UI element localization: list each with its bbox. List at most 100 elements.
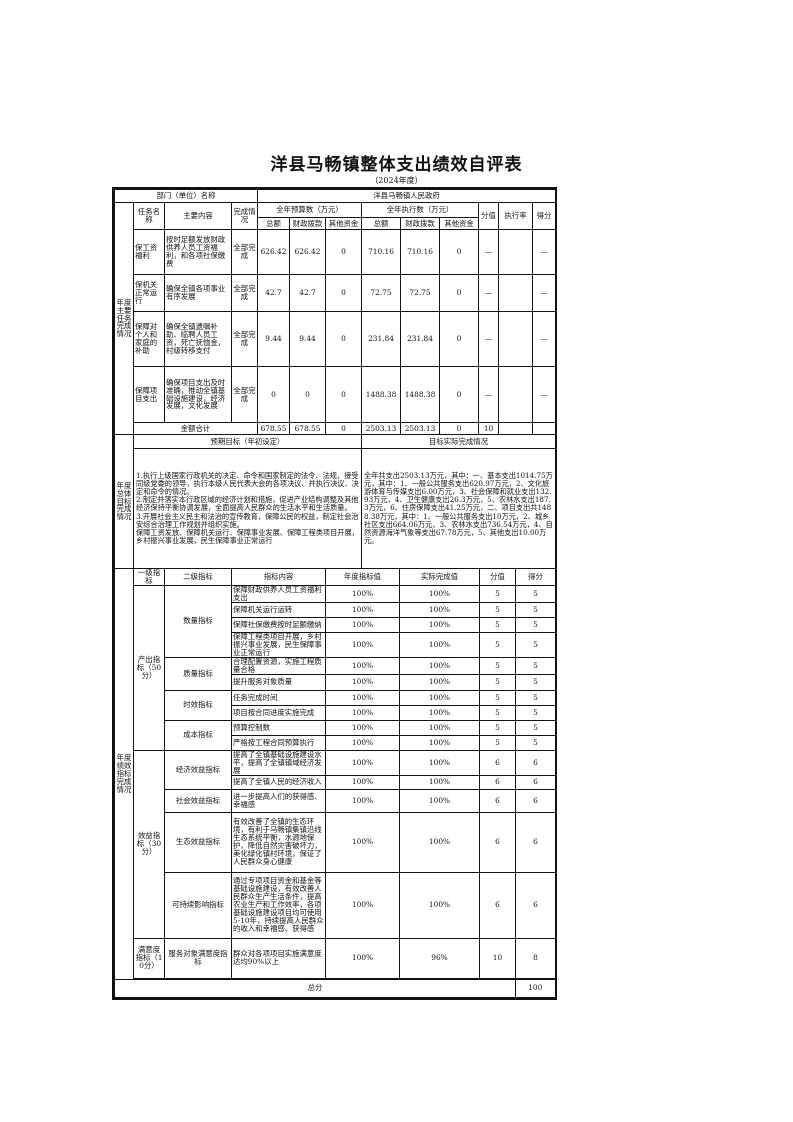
task-content: 确保全镇遗嘱补助、临聘人员工资，死亡抚恤金，村级转移支付 [164, 311, 232, 367]
exec-other: 0 [439, 274, 480, 312]
level2-social: 社会效益指标 [164, 788, 232, 813]
task-name: 保障对个人和家庭的补助 [133, 311, 165, 367]
actual: 100% [399, 788, 480, 813]
level2-service: 服务对象满意度指标 [164, 937, 232, 979]
exec-total: 231.84 [361, 311, 402, 367]
col-budget-fiscal: 财政拨款 [289, 217, 327, 230]
expected-text: 1.执行上级国家行政机关的决定、命令和国家制定的法令、法规，接受同级党委的领导，… [133, 448, 362, 569]
col-score: 得分 [515, 568, 556, 586]
task-name: 保障项目支出 [133, 366, 165, 423]
indicator-content: 提高了全镇人民的经济收入 [231, 774, 326, 790]
exec-other: 0 [439, 366, 480, 423]
score-value: 6 [479, 871, 516, 939]
target: 100% [325, 749, 400, 776]
indicator-content: 保障社保缴费按时足额缴纳 [231, 616, 326, 633]
budget-total: 678.55 [257, 422, 291, 435]
actual: 100% [399, 673, 480, 691]
target: 100% [325, 631, 400, 658]
score-value: — [478, 229, 500, 275]
budget-fiscal: 42.7 [289, 274, 327, 312]
actual: 100% [399, 616, 480, 633]
exec-total: 1488.38 [361, 366, 402, 423]
col-actual: 实际完成值 [399, 568, 480, 586]
budget-fiscal: 0 [289, 366, 327, 423]
indicator-row: 保障工程类项目开展，乡村振兴事业发展，民生保障事业正常运行 100% 100% 5 5 [115, 631, 556, 658]
actual: 96% [399, 937, 480, 979]
exec-total: 72.75 [361, 274, 402, 312]
score-value: 5 [479, 584, 516, 603]
score-value: 5 [479, 631, 516, 658]
score-value: 6 [479, 811, 516, 873]
score-value: 5 [479, 673, 516, 691]
budget-other: 0 [325, 366, 363, 423]
score: 6 [515, 774, 556, 790]
budget-other: 0 [325, 229, 363, 275]
actual: 100% [399, 656, 480, 675]
col-target: 年度指标值 [325, 568, 400, 586]
exec-total: 710.16 [361, 229, 402, 275]
budget-total: 42.7 [257, 274, 291, 312]
page-title: 洋县马畅镇整体支出绩效自评表 [270, 155, 523, 175]
actual: 100% [399, 871, 480, 939]
task-content: 确保项目支出及时准确，推动全镇基础设施建设，经济发展，文化发展 [164, 366, 232, 423]
score-value: — [478, 274, 500, 312]
actual: 100% [399, 631, 480, 658]
exec-rate [498, 422, 534, 435]
col-level2: 二级指标 [164, 568, 232, 586]
grand-total-label: 总分 [114, 978, 516, 998]
indicator-content: 保障机关运行运转 [231, 601, 326, 618]
exec-rate [498, 311, 534, 367]
indicator-content: 合理配置资源，实施工程质量合格 [231, 656, 326, 675]
task-status: 全部完成 [230, 274, 259, 312]
exec-fiscal: 231.84 [400, 311, 441, 367]
col-score-value: 分值 [479, 568, 516, 586]
actual: 100% [399, 749, 480, 776]
report-year: （2024年度） [370, 176, 423, 185]
score: 6 [515, 811, 556, 873]
budget-fiscal: 678.55 [289, 422, 327, 435]
score: 5 [515, 734, 556, 751]
level1-satisfaction: 满意度指标（10分） [133, 937, 165, 979]
score: — [532, 229, 557, 275]
dept-label: 部门（单位）名称 [113, 189, 259, 203]
level2-economic: 经济效益指标 [164, 749, 232, 790]
score: 5 [515, 656, 556, 675]
target: 100% [325, 774, 400, 790]
col-exec-fiscal: 财政拨款 [400, 217, 441, 230]
col-budget-other: 其他资金 [325, 217, 363, 230]
task-status: 全部完成 [230, 229, 259, 275]
col-exec-rate: 执行率 [498, 202, 534, 230]
target: 100% [325, 584, 400, 603]
score: 5 [515, 719, 556, 736]
level2-sustainable: 可持续影响指标 [164, 871, 232, 939]
indicator-row: 成本指标 预算控制数 100% 100% 5 5 [115, 719, 556, 751]
indicator-row: 产出指标（50分） 数量指标 保障财政供养人员工资福利支出 100% 100% 5 5 [115, 584, 556, 751]
score-value: 5 [479, 704, 516, 721]
section1-table: 部门（单位）名称 洋县马畅镇人民政府 年度主要任务完成情况 任务名称 主要内容 … [113, 189, 557, 435]
actual: 100% [399, 811, 480, 873]
score-value: 5 [479, 601, 516, 618]
task-row: 保障项目支出 确保项目支出及时准确，推动全镇基础设施建设，经济发展，文化发展 全… [115, 366, 557, 423]
score: 5 [515, 601, 556, 618]
section1-label: 年度主要任务完成情况 [114, 202, 134, 435]
score-value: 10 [479, 937, 516, 979]
task-row: 保障对个人和家庭的补助 确保全镇遗嘱补助、临聘人员工资，死亡抚恤金，村级转移支付… [115, 311, 557, 367]
indicator-content: 任务完成时间 [231, 689, 326, 706]
level1-benefit: 效益指标（30分） [133, 749, 165, 939]
score: — [532, 311, 557, 367]
budget-other: 0 [325, 311, 363, 367]
indicator-row: 社会效益指标 进一步提高人们的获得感、幸福感 100% 100% 6 6 [115, 788, 556, 813]
col-budget: 全年预算数（万元） [257, 202, 363, 218]
level2-ecological: 生态效益指标 [164, 811, 232, 873]
indicator-row: 效益指标（30分） 经济效益指标 提高了全镇基础设施建设水平，提高了全镇镇域经济… [115, 749, 556, 939]
score-value: 10 [478, 422, 500, 435]
goal-header-row: 年度总体目标完成情况 预期目标（年初设定） 目标实际完成情况 [114, 434, 556, 569]
level2-cost: 成本指标 [164, 719, 232, 751]
indicator-content: 保障工程类项目开展，乡村振兴事业发展，民生保障事业正常运行 [231, 631, 326, 658]
evaluation-table: 部门（单位）名称 洋县马畅镇人民政府 年度主要任务完成情况 任务名称 主要内容 … [112, 187, 557, 1001]
level1-output: 产出指标（50分） [133, 584, 165, 751]
task-name: 保机关正常运行 [133, 274, 165, 312]
score-value: — [478, 311, 500, 367]
exec-fiscal: 72.75 [400, 274, 441, 312]
target: 100% [325, 937, 400, 979]
